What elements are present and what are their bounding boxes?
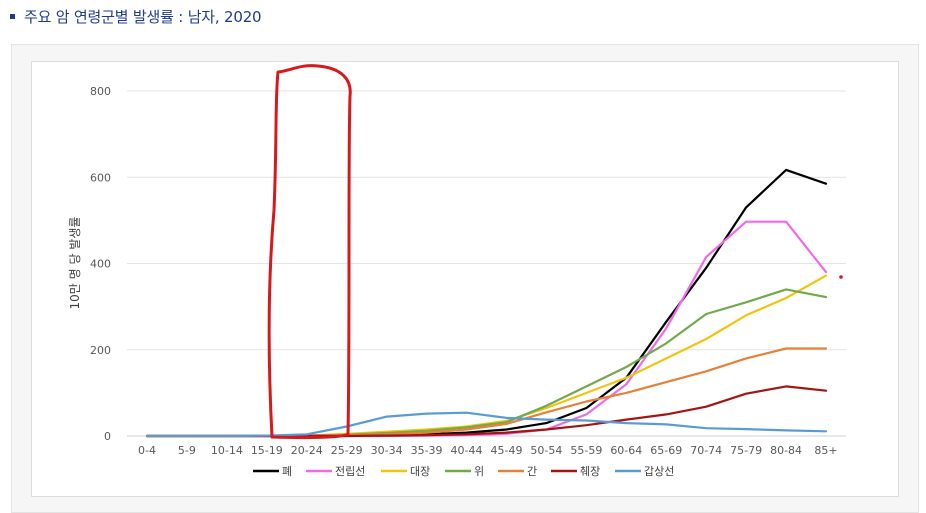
chart-frame (31, 61, 899, 497)
y-axis-tick-labels: 0 200 400 600 800 (90, 85, 111, 443)
x-tick-label: 20-24 (291, 444, 323, 457)
x-tick-label: 40-44 (451, 444, 483, 457)
legend-item[interactable]: 전립선 (306, 465, 365, 478)
x-axis-tick-labels: 0-4 5-9 10-14 15-19 20-24 25-29 30-34 35-39 40-4… (138, 444, 838, 457)
legend-item[interactable]: 췌장 (551, 465, 600, 478)
series-line-대장 (145, 274, 828, 438)
legend-label: 간 (527, 465, 537, 478)
y-axis-label: 10만 명 당 발생률 (68, 217, 82, 310)
x-tick-label: 0-4 (138, 444, 156, 457)
y-tick-label: 0 (104, 430, 111, 443)
x-tick-label: 45-49 (490, 444, 522, 457)
section-header: 주요 암 연령군별 발생률 : 남자, 2020 (10, 4, 262, 28)
x-tick-label: 35-39 (411, 444, 443, 457)
legend-item[interactable]: 갑상선 (615, 465, 674, 478)
legend-label: 폐 (282, 465, 292, 478)
series-line-갑상선 (145, 411, 828, 438)
legend-item[interactable]: 폐 (253, 465, 292, 478)
square-bullet-icon (10, 14, 15, 19)
x-tick-label: 60-64 (610, 444, 642, 457)
legend-label: 대장 (410, 465, 430, 478)
legend-item[interactable]: 위 (445, 465, 484, 478)
y-tick-label: 400 (90, 258, 111, 271)
y-tick-label: 200 (90, 344, 111, 357)
legend-label: 위 (474, 465, 484, 478)
x-tick-label: 80-84 (770, 444, 802, 457)
red-highlight-annotation (267, 64, 352, 440)
series-line-위 (145, 288, 828, 438)
x-tick-label: 25-29 (331, 444, 363, 457)
legend[interactable]: 폐 전립선 대장 위 간 췌장 갑상선 (253, 465, 674, 478)
series-line-폐 (145, 168, 828, 438)
x-tick-label: 70-74 (690, 444, 722, 457)
grid-lines (127, 90, 846, 437)
legend-label: 전립선 (335, 465, 365, 478)
series-lines (145, 168, 828, 438)
x-tick-label: 65-69 (650, 444, 682, 457)
x-tick-label: 15-19 (251, 444, 283, 457)
x-tick-label: 75-79 (730, 444, 762, 457)
y-tick-label: 800 (90, 85, 111, 98)
y-tick-label: 600 (90, 171, 111, 184)
x-tick-label: 30-34 (371, 444, 403, 457)
chart-title: 주요 암 연령군별 발생률 : 남자, 2020 (24, 7, 262, 26)
x-tick-label: 10-14 (211, 444, 243, 457)
legend-label: 췌장 (580, 465, 600, 478)
legend-item[interactable]: 간 (498, 465, 537, 478)
legend-item[interactable]: 대장 (381, 465, 430, 478)
red-dot-annotation (839, 275, 843, 279)
x-tick-label: 50-54 (530, 444, 562, 457)
x-tick-label: 5-9 (178, 444, 196, 457)
legend-label: 갑상선 (644, 465, 674, 478)
x-tick-label: 55-59 (570, 444, 602, 457)
x-tick-label: 85+ (814, 444, 837, 457)
